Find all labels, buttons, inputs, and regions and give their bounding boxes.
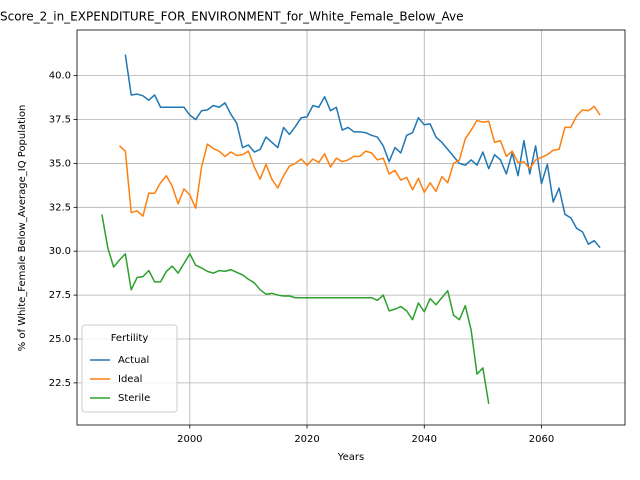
y-tick-label: 22.5: [49, 378, 71, 389]
y-tick-label: 25.0: [49, 334, 71, 345]
line-series: [118, 105, 601, 217]
x-tick-label: 2020: [294, 434, 319, 445]
x-axis-label: Years: [337, 452, 364, 463]
line-series: [124, 54, 601, 249]
legend: Fertility Actual Ideal Sterile: [81, 324, 178, 413]
x-tick-label: 2000: [177, 434, 202, 445]
line-series: [101, 214, 490, 405]
y-tick-label: 30.0: [49, 246, 71, 257]
x-tick-label: 2040: [412, 434, 437, 445]
legend-label: Ideal: [118, 374, 142, 385]
chart-title: Score_2_in_EXPENDITURE_FOR_ENVIRONMENT_f…: [0, 10, 463, 24]
legend-box: [81, 324, 178, 413]
legend-title: Fertility: [111, 333, 149, 344]
y-axis-label: % of White_Female Below_Average_IQ Popul…: [17, 105, 28, 352]
y-tick-label: 40.0: [49, 71, 71, 82]
y-tick-label: 27.5: [49, 290, 71, 301]
y-tick-label: 37.5: [49, 115, 71, 126]
x-tick-label: 2060: [529, 434, 554, 445]
y-tick-label: 32.5: [49, 202, 71, 213]
legend-label: Sterile: [118, 393, 150, 404]
plot-frame: [76, 29, 626, 426]
legend-label: Actual: [118, 355, 149, 366]
y-tick-label: 35.0: [49, 158, 71, 169]
